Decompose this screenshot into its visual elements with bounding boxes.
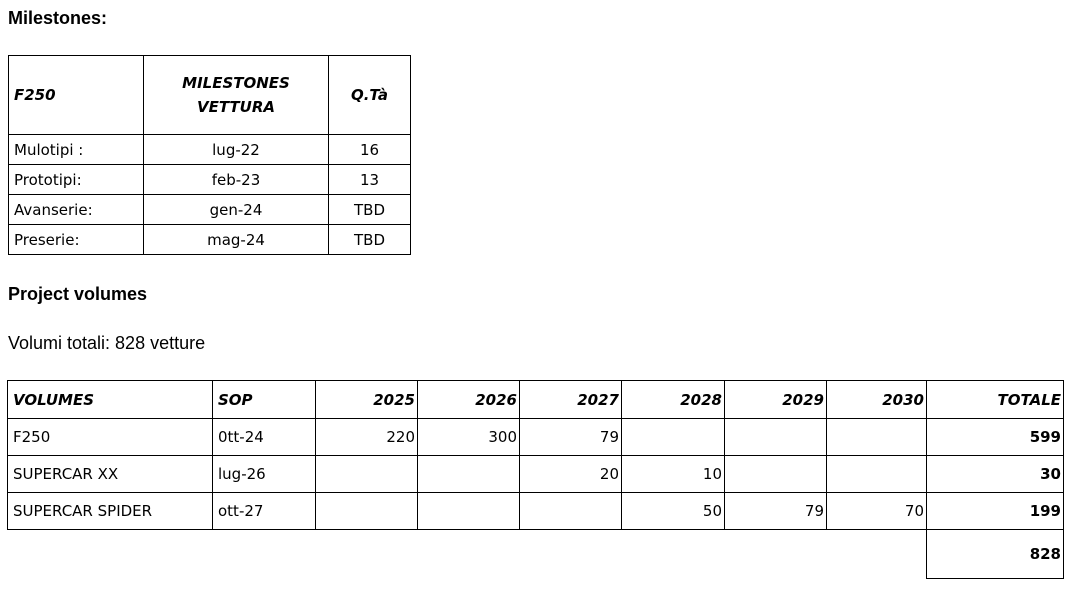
cell	[826, 529, 927, 579]
cell: feb-23	[143, 164, 329, 195]
cell: TBD	[328, 194, 411, 225]
row: Mulotipi : lug-22 16	[8, 134, 411, 165]
cell	[519, 529, 622, 579]
cell	[417, 455, 520, 493]
header-text: 2025	[373, 390, 415, 409]
cell	[826, 418, 927, 456]
header-text: 2026	[475, 390, 517, 409]
header-cell: 2027	[519, 380, 622, 419]
header-cell: 2030	[826, 380, 927, 419]
row: SUPERCAR SPIDER ott-27 50 79 70 199	[7, 492, 1064, 530]
cell: 70	[826, 492, 927, 530]
cell: 79	[519, 418, 622, 456]
header-text: 2029	[782, 390, 824, 409]
header-text: 2027	[577, 390, 619, 409]
milestones-title: Milestones:	[8, 8, 108, 28]
header-text: SOP	[218, 390, 253, 409]
cell	[417, 492, 520, 530]
milestones-table: F250 MILESTONES VETTURA Q.Tà Mulotipi : lug-…	[8, 55, 411, 255]
header-cell: SOP	[212, 380, 316, 419]
cell: TBD	[328, 224, 411, 255]
header-text: 2030	[882, 390, 924, 409]
cell: mag-24	[143, 224, 329, 255]
cell: Avanserie:	[8, 194, 144, 225]
cell: 79	[724, 492, 827, 530]
header-text: TOTALE	[997, 390, 1061, 409]
cell: 16	[328, 134, 411, 165]
row: 828	[7, 529, 1064, 579]
cell	[417, 529, 520, 579]
cell: Prototipi:	[8, 164, 144, 195]
header-text: MILESTONES VETTURA	[182, 74, 290, 116]
header-cell: Q.Tà	[328, 55, 411, 135]
cell	[724, 529, 827, 579]
header-cell: F250	[8, 55, 144, 135]
cell: lug-26	[212, 455, 316, 493]
cell	[621, 529, 725, 579]
cell: 50	[621, 492, 725, 530]
row: Preserie: mag-24 TBD	[8, 224, 411, 255]
header-text: F250	[14, 86, 56, 104]
volumes-title: Project volumes	[8, 284, 148, 304]
header-text: 2028	[680, 390, 722, 409]
header-text: VOLUMES	[13, 390, 94, 409]
cell: 13	[328, 164, 411, 195]
header-cell: 2025	[315, 380, 418, 419]
volumes-summary: Volumi totali: 828 vetture	[8, 333, 206, 353]
cell	[212, 529, 316, 579]
cell: Mulotipi :	[8, 134, 144, 165]
cell	[315, 529, 418, 579]
cell: ott-27	[212, 492, 316, 530]
cell: 828	[926, 529, 1064, 579]
header-cell: 2026	[417, 380, 520, 419]
cell: F250	[7, 418, 213, 456]
header-cell: 2028	[621, 380, 725, 419]
header-row: VOLUMES SOP 2025 2026 2027 2028 2029 2030 TOTALE	[7, 380, 1064, 419]
header-cell: MILESTONES VETTURA	[143, 55, 329, 135]
row: Avanserie: gen-24 TBD	[8, 194, 411, 225]
cell: Preserie:	[8, 224, 144, 255]
cell: 20	[519, 455, 622, 493]
cell	[7, 529, 213, 579]
cell	[724, 455, 827, 493]
header-row: F250 MILESTONES VETTURA Q.Tà	[8, 55, 411, 135]
cell	[519, 492, 622, 530]
cell	[724, 418, 827, 456]
cell: 599	[926, 418, 1064, 456]
header-cell: TOTALE	[926, 380, 1064, 419]
row: F250 0tt-24 220 300 79 599	[7, 418, 1064, 456]
cell: 300	[417, 418, 520, 456]
header-text: Q.Tà	[350, 86, 389, 104]
cell: 199	[926, 492, 1064, 530]
volumes-table: VOLUMES SOP 2025 2026 2027 2028 2029 2030 TOTALE…	[7, 380, 1064, 579]
header-cell: VOLUMES	[7, 380, 213, 419]
cell: SUPERCAR XX	[7, 455, 213, 493]
cell	[315, 455, 418, 493]
cell: 30	[926, 455, 1064, 493]
cell: 0tt-24	[212, 418, 316, 456]
cell: SUPERCAR SPIDER	[7, 492, 213, 530]
cell	[315, 492, 418, 530]
cell: 10	[621, 455, 725, 493]
cell: 220	[315, 418, 418, 456]
header-cell: 2029	[724, 380, 827, 419]
cell: gen-24	[143, 194, 329, 225]
cell	[621, 418, 725, 456]
cell	[826, 455, 927, 493]
cell: lug-22	[143, 134, 329, 165]
row: SUPERCAR XX lug-26 20 10 30	[7, 455, 1064, 493]
row: Prototipi: feb-23 13	[8, 164, 411, 195]
